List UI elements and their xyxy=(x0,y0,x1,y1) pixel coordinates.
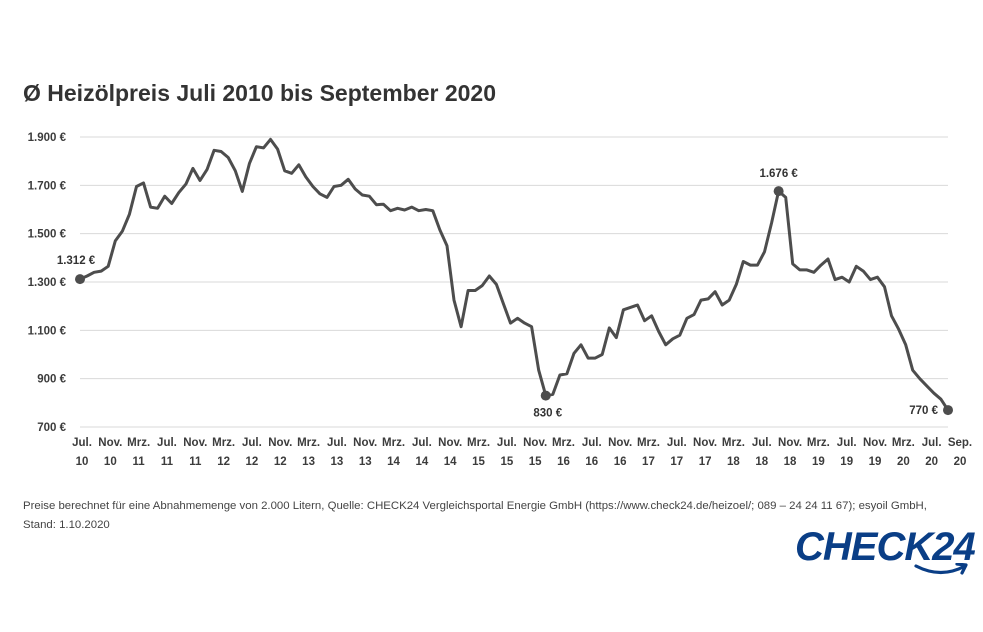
highlight-point xyxy=(540,390,551,401)
x-tick-label-month: Jul. xyxy=(752,437,772,449)
y-tick-label: 1.300 € xyxy=(28,277,67,289)
point-value-label: 1.676 € xyxy=(759,168,798,180)
x-tick-label-year: 18 xyxy=(727,456,740,468)
check24-logo: CHECK24 xyxy=(795,525,976,585)
x-tick-label-year: 15 xyxy=(500,456,513,468)
x-tick-label-month: Jul. xyxy=(582,437,602,449)
x-tick-label-year: 16 xyxy=(557,456,570,468)
x-tick-label-year: 11 xyxy=(189,456,202,468)
x-tick-label-month: Mrz. xyxy=(382,437,405,449)
x-tick-label-year: 18 xyxy=(784,456,797,468)
x-tick-label-year: 16 xyxy=(614,456,627,468)
x-tick-label-month: Jul. xyxy=(922,437,942,449)
source-note: Preise berechnet für eine Abnahmemenge v… xyxy=(23,500,927,531)
series-line xyxy=(78,137,950,412)
x-tick-label-month: Nov. xyxy=(523,437,547,449)
x-tick-label-month: Nov. xyxy=(863,437,887,449)
x-tick-label-year: 10 xyxy=(104,456,117,468)
y-tick-label: 700 € xyxy=(37,422,66,434)
x-tick-label-month: Jul. xyxy=(412,437,432,449)
x-tick-label-month: Nov. xyxy=(608,437,632,449)
x-tick-label-month: Jul. xyxy=(327,437,347,449)
x-tick-label-month: Nov. xyxy=(183,437,207,449)
x-tick-label-year: 11 xyxy=(161,456,174,468)
x-tick-label-year: 18 xyxy=(755,456,768,468)
highlight-point xyxy=(773,186,784,197)
y-tick-label: 1.700 € xyxy=(28,180,67,192)
x-tick-label-year: 19 xyxy=(840,456,853,468)
y-tick-label: 1.100 € xyxy=(28,325,67,337)
x-tick-label-month: Mrz. xyxy=(297,437,320,449)
x-tick-label-month: Nov. xyxy=(353,437,377,449)
x-tick-label-month: Nov. xyxy=(438,437,462,449)
x-tick-label-year: 12 xyxy=(217,456,230,468)
chart-title: Ø Heizölpreis Juli 2010 bis September 20… xyxy=(23,80,496,106)
x-tick-label-month: Mrz. xyxy=(212,437,235,449)
x-tick-label-year: 14 xyxy=(415,456,428,468)
x-tick-label-year: 12 xyxy=(274,456,287,468)
x-tick-label-year: 20 xyxy=(954,456,967,468)
point-value-label: 830 € xyxy=(533,408,562,420)
x-tick-label-year: 13 xyxy=(359,456,372,468)
x-tick-label-month: Mrz. xyxy=(127,437,150,449)
y-tick-label: 1.500 € xyxy=(28,229,67,241)
x-tick-label-year: 13 xyxy=(302,456,315,468)
x-tick-label-year: 14 xyxy=(387,456,400,468)
point-value-label: 770 € xyxy=(909,405,938,417)
y-tick-label: 1.900 € xyxy=(28,132,67,144)
highlighted-points: 1.312 € 830 € 1.676 € 770 € xyxy=(57,168,953,420)
x-tick-label-year: 15 xyxy=(472,456,485,468)
x-tick-label-year: 19 xyxy=(812,456,825,468)
x-tick-label-month: Mrz. xyxy=(807,437,830,449)
point-value-label: 1.312 € xyxy=(57,255,96,267)
x-tick-label-year: 17 xyxy=(670,456,683,468)
x-tick-label-month: Nov. xyxy=(98,437,122,449)
grid-lines xyxy=(80,136,948,428)
line-chart: 700 €900 €1.100 €1.300 €1.500 €1.700 €1.… xyxy=(28,132,973,468)
x-tick-label-year: 11 xyxy=(133,456,146,468)
x-tick-label-month: Jul. xyxy=(837,437,857,449)
x-tick-label-month: Jul. xyxy=(667,437,687,449)
x-tick-label-month: Jul. xyxy=(497,437,517,449)
x-tick-label-month: Mrz. xyxy=(892,437,915,449)
x-tick-label-month: Mrz. xyxy=(722,437,745,449)
x-tick-label-year: 17 xyxy=(699,456,712,468)
x-tick-label-year: 20 xyxy=(897,456,910,468)
x-tick-label-month: Nov. xyxy=(778,437,802,449)
x-tick-label-month: Jul. xyxy=(157,437,177,449)
x-tick-label-month: Mrz. xyxy=(637,437,660,449)
highlight-point xyxy=(75,274,85,285)
x-tick-label-year: 13 xyxy=(331,456,344,468)
x-tick-label-year: 15 xyxy=(529,456,542,468)
x-tick-label-month: Jul. xyxy=(242,437,262,449)
x-tick-label-year: 14 xyxy=(444,456,457,468)
x-tick-label-year: 19 xyxy=(869,456,882,468)
y-tick-label: 900 € xyxy=(37,374,66,386)
x-tick-label-year: 10 xyxy=(76,456,89,468)
x-tick-label-month: Sep. xyxy=(948,437,972,449)
x-tick-label-year: 12 xyxy=(246,456,259,468)
x-tick-label-year: 20 xyxy=(925,456,938,468)
x-tick-label-month: Mrz. xyxy=(552,437,575,449)
x-tick-label-month: Nov. xyxy=(693,437,717,449)
x-axis-tick-labels: Jul. 10 Nov. 10 Mrz. 11 Jul. 11 Nov. 11 Mrz. 12 Jul.… xyxy=(72,437,972,468)
logo-wordmark: CHECK24 xyxy=(795,525,976,569)
highlight-point xyxy=(943,405,953,416)
x-tick-label-month: Nov. xyxy=(268,437,292,449)
logo-swoosh-icon xyxy=(914,563,968,575)
x-tick-label-month: Jul. xyxy=(72,437,92,449)
x-tick-label-month: Mrz. xyxy=(467,437,490,449)
x-tick-label-year: 17 xyxy=(642,456,655,468)
x-tick-label-year: 16 xyxy=(585,456,598,468)
price-line-series xyxy=(78,137,950,412)
y-axis-tick-labels: 700 € 900 € 1.100 € 1.300 € 1.500 € 1.700 € 1.… xyxy=(28,132,67,434)
